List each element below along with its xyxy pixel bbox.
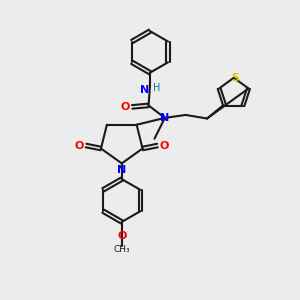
- Text: O: O: [75, 140, 84, 151]
- Text: N: N: [160, 113, 170, 123]
- Text: H: H: [153, 82, 160, 93]
- Text: S: S: [231, 73, 239, 83]
- Text: CH₃: CH₃: [113, 245, 130, 254]
- Text: N: N: [117, 165, 126, 175]
- Text: O: O: [159, 140, 169, 151]
- Text: N: N: [140, 85, 149, 95]
- Text: O: O: [117, 231, 127, 241]
- Text: O: O: [121, 102, 130, 112]
